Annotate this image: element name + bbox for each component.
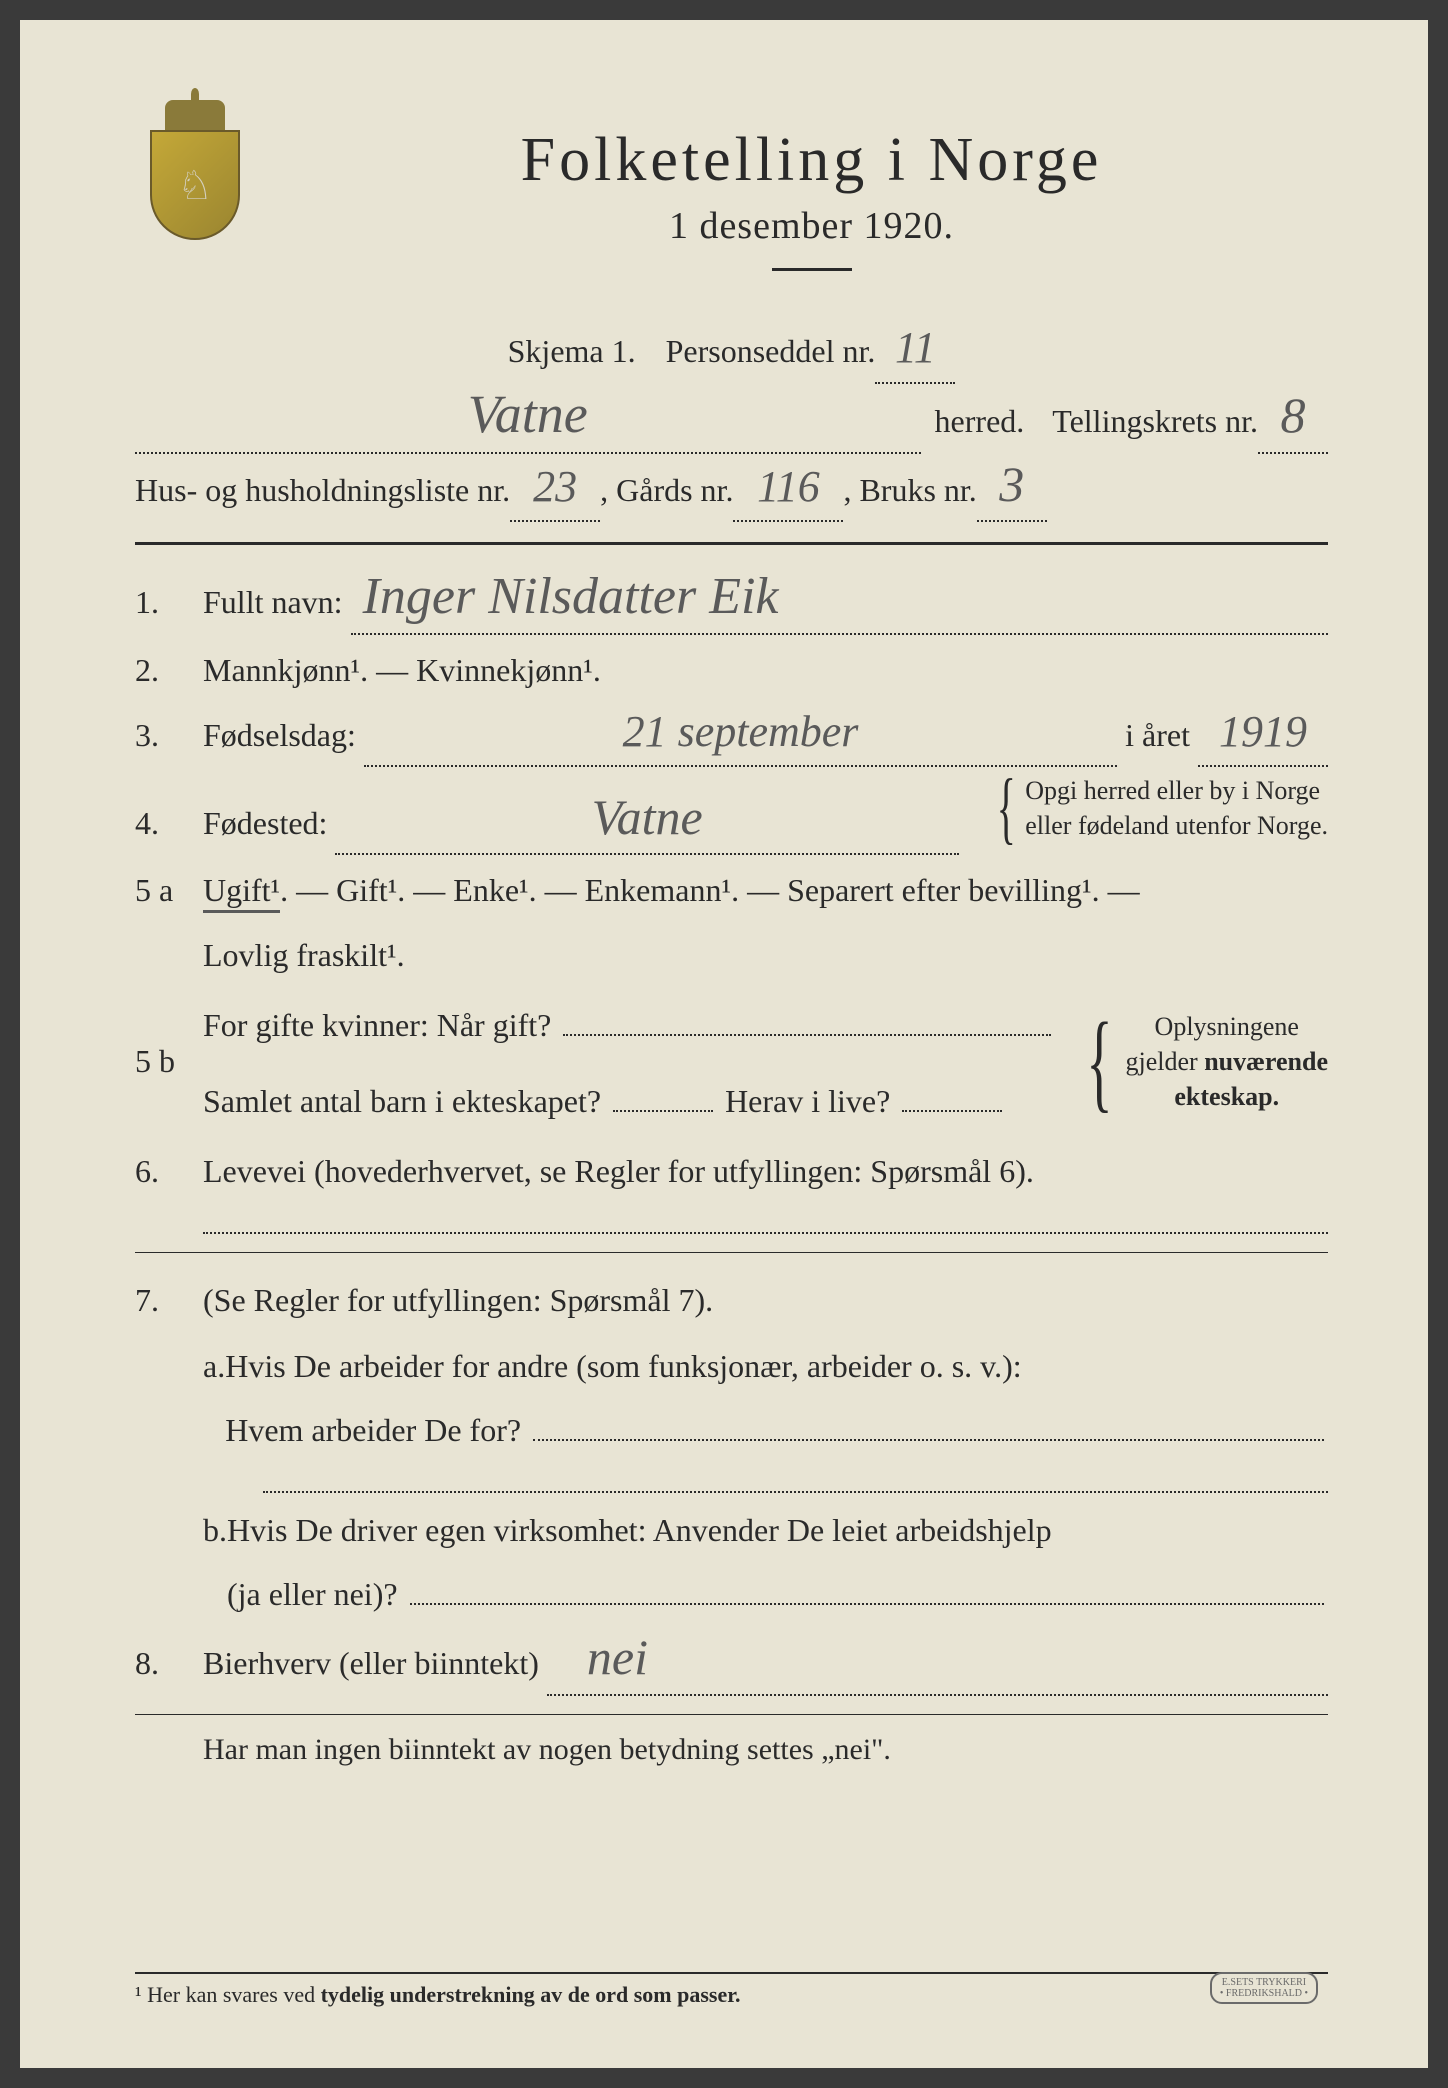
q5a-line2-text: Lovlig fraskilt¹. xyxy=(203,926,1328,985)
q7a-line2: Hvem arbeider De for? xyxy=(225,1401,521,1460)
q7b-line1: Hvis De driver egen virksomhet: Anvender… xyxy=(227,1512,1052,1548)
census-form: ♘ Folketelling i Norge 1 desember 1920. … xyxy=(20,20,1428,2068)
q1-label: Fullt navn: xyxy=(203,573,343,632)
q7-num: 7. xyxy=(135,1271,203,1330)
q8: 8. Bierhverv (eller biinntekt) nei xyxy=(135,1634,1328,1695)
title-block: Folketelling i Norge 1 desember 1920. xyxy=(295,110,1328,301)
q4-value: Vatne xyxy=(592,795,703,840)
q5a-num: 5 a xyxy=(135,861,203,920)
q6-blank xyxy=(203,1209,1328,1235)
brace-icon: { xyxy=(1086,1034,1112,1089)
q5a-line2: Lovlig fraskilt¹. xyxy=(135,926,1328,985)
q5a: 5 a Ugift¹. — Gift¹. — Enke¹. — Enkemann… xyxy=(135,861,1328,920)
husliste-label: Hus- og husholdningsliste nr. xyxy=(135,460,510,521)
q7a-blank xyxy=(263,1468,1328,1494)
tellingskrets-nr: 8 xyxy=(1281,393,1306,438)
personseddel-nr: 11 xyxy=(895,328,936,368)
line-husliste: Hus- og husholdningsliste nr. 23 , Gårds… xyxy=(135,460,1328,523)
divider-top xyxy=(135,542,1328,545)
q5b: 5 b For gifte kvinner: Når gift? Samlet … xyxy=(135,992,1328,1132)
q3-num: 3. xyxy=(135,706,203,765)
q5b-label3: Herav i live? xyxy=(725,1072,890,1131)
gards-nr: 116 xyxy=(757,467,820,507)
q5b-num: 5 b xyxy=(135,1032,203,1091)
q2-text: Mannkjønn¹. — Kvinnekjønn¹. xyxy=(203,641,1328,700)
bruks-nr: 3 xyxy=(999,462,1024,507)
gards-label: , Gårds nr. xyxy=(600,460,733,521)
q1-num: 1. xyxy=(135,573,203,632)
q5a-options: Ugift¹. — Gift¹. — Enke¹. — Enkemann¹. —… xyxy=(203,872,1140,913)
footer: ¹ Her kan svares ved tydelig understrekn… xyxy=(135,1952,1328,2008)
q6-text: Levevei (hovederhvervet, se Regler for u… xyxy=(203,1142,1328,1201)
footnote: ¹ Her kan svares ved tydelig understrekn… xyxy=(135,1972,1328,2008)
q3-day: 21 september xyxy=(623,712,859,752)
divider-q6 xyxy=(135,1252,1328,1253)
q2: 2. Mannkjønn¹. — Kvinnekjønn¹. xyxy=(135,641,1328,700)
q3-label: Fødselsdag: xyxy=(203,706,356,765)
coat-of-arms-icon: ♘ xyxy=(135,100,255,250)
husliste-nr: 23 xyxy=(533,467,577,507)
q7: 7. (Se Regler for utfyllingen: Spørsmål … xyxy=(135,1271,1328,1330)
q3-year: 1919 xyxy=(1219,712,1307,752)
q6: 6. Levevei (hovederhvervet, se Regler fo… xyxy=(135,1142,1328,1201)
q3: 3. Fødselsdag: 21 september i året 1919 xyxy=(135,706,1328,767)
q3-year-label: i året xyxy=(1125,706,1190,765)
q8-num: 8. xyxy=(135,1634,203,1693)
q7-intro: (Se Regler for utfyllingen: Spørsmål 7). xyxy=(203,1271,1328,1330)
title-rule xyxy=(772,268,852,271)
subtitle-date: 1 desember 1920. xyxy=(295,204,1328,248)
q2-num: 2. xyxy=(135,641,203,700)
main-title: Folketelling i Norge xyxy=(295,125,1328,196)
skjema-label: Skjema 1. xyxy=(508,321,636,382)
q7b: b. Hvis De driver egen virksomhet: Anven… xyxy=(135,1501,1328,1624)
q7b-line2: (ja eller nei)? xyxy=(227,1565,398,1624)
q8-value: nei xyxy=(587,1635,648,1680)
q6-num: 6. xyxy=(135,1142,203,1201)
q7a-line1: Hvis De arbeider for andre (som funksjon… xyxy=(225,1348,1021,1384)
line-herred: Vatne herred. Tellingskrets nr. 8 xyxy=(135,390,1328,454)
tellingskrets-label: Tellingskrets nr. xyxy=(1052,391,1258,452)
q5b-label1: For gifte kvinner: Når gift? xyxy=(203,996,551,1055)
q1-value: Inger Nilsdatter Eik xyxy=(363,574,779,621)
q5b-label2: Samlet antal barn i ekteskapet? xyxy=(203,1072,601,1131)
q1: 1. Fullt navn: Inger Nilsdatter Eik xyxy=(135,573,1328,634)
q7a-num: a. xyxy=(135,1337,225,1396)
q8-label: Bierhverv (eller biinntekt) xyxy=(203,1634,539,1693)
divider-q8 xyxy=(135,1714,1328,1715)
personseddel-label: Personseddel nr. xyxy=(666,321,876,382)
q4-note: Opgi herred eller by i Norge eller fødel… xyxy=(1025,773,1328,843)
q4-num: 4. xyxy=(135,794,203,853)
brace-icon: { xyxy=(996,788,1015,828)
q4-label: Fødested: xyxy=(203,794,327,853)
herred-label: herred. xyxy=(935,391,1025,452)
bruks-label: , Bruks nr. xyxy=(843,460,976,521)
line-skjema: Skjema 1. Personseddel nr. 11 xyxy=(135,321,1328,384)
q7a: a. Hvis De arbeider for andre (som funks… xyxy=(135,1337,1328,1460)
q4: 4. Fødested: Vatne { Opgi herred eller b… xyxy=(135,773,1328,855)
printer-stamp: E.SETS TRYKKERI • FREDRIKSHALD • xyxy=(1210,1972,1318,2004)
footer-hint: Har man ingen biinntekt av nogen betydni… xyxy=(135,1733,1328,1767)
header: ♘ Folketelling i Norge 1 desember 1920. xyxy=(135,110,1328,301)
q5b-note: Oplysningene gjelder nuværende ekteskap. xyxy=(1126,1009,1328,1114)
q7b-num: b. xyxy=(135,1501,227,1560)
herred-value: Vatne xyxy=(468,390,588,439)
